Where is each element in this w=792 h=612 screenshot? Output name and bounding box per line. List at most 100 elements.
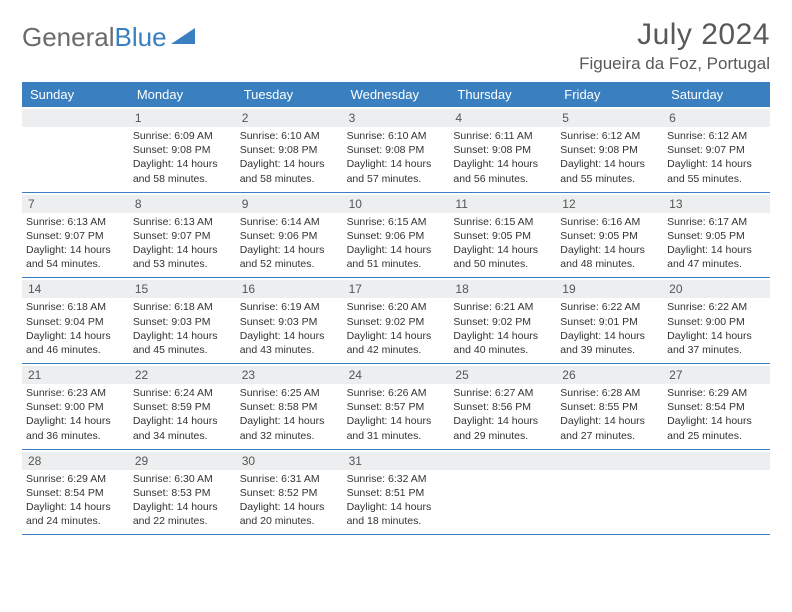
day-number: 20 [663, 280, 770, 298]
day-number: 3 [343, 109, 450, 127]
logo-text-1: General [22, 22, 115, 53]
sunrise-text: Sunrise: 6:12 AM [560, 129, 659, 143]
sunset-text: Sunset: 8:52 PM [240, 486, 339, 500]
day-number [22, 109, 129, 127]
day-info: Sunrise: 6:18 AMSunset: 9:04 PMDaylight:… [26, 300, 125, 357]
day-info: Sunrise: 6:11 AMSunset: 9:08 PMDaylight:… [453, 129, 552, 186]
day-number: 18 [449, 280, 556, 298]
day-info: Sunrise: 6:19 AMSunset: 9:03 PMDaylight:… [240, 300, 339, 357]
day-info: Sunrise: 6:14 AMSunset: 9:06 PMDaylight:… [240, 215, 339, 272]
day-cell [663, 450, 770, 535]
sunset-text: Sunset: 9:05 PM [560, 229, 659, 243]
day-cell: 21Sunrise: 6:23 AMSunset: 9:00 PMDayligh… [22, 364, 129, 449]
sunset-text: Sunset: 8:57 PM [347, 400, 446, 414]
sunrise-text: Sunrise: 6:10 AM [347, 129, 446, 143]
day-number: 26 [556, 366, 663, 384]
sunset-text: Sunset: 9:08 PM [240, 143, 339, 157]
day-info: Sunrise: 6:23 AMSunset: 9:00 PMDaylight:… [26, 386, 125, 443]
day-info: Sunrise: 6:29 AMSunset: 8:54 PMDaylight:… [667, 386, 766, 443]
sunrise-text: Sunrise: 6:31 AM [240, 472, 339, 486]
day-number: 31 [343, 452, 450, 470]
day-info: Sunrise: 6:12 AMSunset: 9:08 PMDaylight:… [560, 129, 659, 186]
daylight-text: Daylight: 14 hours and 55 minutes. [667, 157, 766, 185]
daylight-text: Daylight: 14 hours and 36 minutes. [26, 414, 125, 442]
day-cell: 7Sunrise: 6:13 AMSunset: 9:07 PMDaylight… [22, 193, 129, 278]
day-cell: 8Sunrise: 6:13 AMSunset: 9:07 PMDaylight… [129, 193, 236, 278]
daylight-text: Daylight: 14 hours and 51 minutes. [347, 243, 446, 271]
day-cell [556, 450, 663, 535]
day-number: 11 [449, 195, 556, 213]
day-cell: 28 Sunrise: 6:29 AMSunset: 8:54 PMDayligh… [22, 450, 129, 535]
sunrise-text: Sunrise: 6:17 AM [667, 215, 766, 229]
day-info: Sunrise: 6:21 AMSunset: 9:02 PMDaylight:… [453, 300, 552, 357]
day-cell: 31Sunrise: 6:32 AMSunset: 8:51 PMDayligh… [343, 450, 450, 535]
day-number: 15 [129, 280, 236, 298]
sunset-text: Sunset: 9:05 PM [453, 229, 552, 243]
day-cell: 17Sunrise: 6:20 AMSunset: 9:02 PMDayligh… [343, 278, 450, 363]
day-cell: 26Sunrise: 6:28 AMSunset: 8:55 PMDayligh… [556, 364, 663, 449]
sunset-text: Sunset: 8:51 PM [347, 486, 446, 500]
daylight-text: Daylight: 14 hours and 27 minutes. [560, 414, 659, 442]
day-cell: 2Sunrise: 6:10 AMSunset: 9:08 PMDaylight… [236, 107, 343, 192]
day-number: 25 [449, 366, 556, 384]
day-cell: 3Sunrise: 6:10 AMSunset: 9:08 PMDaylight… [343, 107, 450, 192]
sunset-text: Sunset: 9:03 PM [133, 315, 232, 329]
day-cell: 10Sunrise: 6:15 AMSunset: 9:06 PMDayligh… [343, 193, 450, 278]
day-number [663, 452, 770, 470]
sunset-text: Sunset: 8:53 PM [133, 486, 232, 500]
day-number: 24 [343, 366, 450, 384]
sunrise-text: Sunrise: 6:10 AM [240, 129, 339, 143]
sunset-text: Sunset: 9:08 PM [347, 143, 446, 157]
sunset-text: Sunset: 8:56 PM [453, 400, 552, 414]
day-cell [449, 450, 556, 535]
sunrise-text: Sunrise: 6:29 AM [667, 386, 766, 400]
sunset-text: Sunset: 9:06 PM [347, 229, 446, 243]
sunset-text: Sunset: 9:00 PM [667, 315, 766, 329]
day-number: 19 [556, 280, 663, 298]
day-cell: 27 Sunrise: 6:29 AMSunset: 8:54 PMDayligh… [663, 364, 770, 449]
daylight-text: Daylight: 14 hours and 52 minutes. [240, 243, 339, 271]
daylight-text: Daylight: 14 hours and 42 minutes. [347, 329, 446, 357]
day-number: 27 [663, 366, 770, 384]
sunset-text: Sunset: 9:08 PM [453, 143, 552, 157]
day-info: Sunrise: 6:16 AMSunset: 9:05 PMDaylight:… [560, 215, 659, 272]
sunrise-text: Sunrise: 6:14 AM [240, 215, 339, 229]
sunset-text: Sunset: 8:58 PM [240, 400, 339, 414]
day-info: Sunrise: 6:17 AMSunset: 9:05 PMDaylight:… [667, 215, 766, 272]
sunset-text: Sunset: 9:08 PM [560, 143, 659, 157]
day-number: 16 [236, 280, 343, 298]
sunset-text: Sunset: 9:07 PM [26, 229, 125, 243]
sunrise-text: Sunrise: 6:15 AM [453, 215, 552, 229]
daylight-text: Daylight: 14 hours and 32 minutes. [240, 414, 339, 442]
sunrise-text: Sunrise: 6:32 AM [347, 472, 446, 486]
sunrise-text: Sunrise: 6:21 AM [453, 300, 552, 314]
daylight-text: Daylight: 14 hours and 37 minutes. [667, 329, 766, 357]
sunrise-text: Sunrise: 6:16 AM [560, 215, 659, 229]
logo-text-2: Blue [115, 22, 167, 53]
day-header: Sunday [22, 82, 129, 107]
sunrise-text: Sunrise: 6:25 AM [240, 386, 339, 400]
day-info: Sunrise: 6:09 AMSunset: 9:08 PMDaylight:… [133, 129, 232, 186]
day-number: 13 [663, 195, 770, 213]
sunrise-text: Sunrise: 6:26 AM [347, 386, 446, 400]
day-cell: 4Sunrise: 6:11 AMSunset: 9:08 PMDaylight… [449, 107, 556, 192]
daylight-text: Daylight: 14 hours and 45 minutes. [133, 329, 232, 357]
day-cell: 5Sunrise: 6:12 AMSunset: 9:08 PMDaylight… [556, 107, 663, 192]
daylight-text: Daylight: 14 hours and 29 minutes. [453, 414, 552, 442]
daylight-text: Daylight: 14 hours and 24 minutes. [26, 500, 125, 528]
daylight-text: Daylight: 14 hours and 50 minutes. [453, 243, 552, 271]
sunrise-text: Sunrise: 6:13 AM [133, 215, 232, 229]
day-header: Wednesday [343, 82, 450, 107]
daylight-text: Daylight: 14 hours and 55 minutes. [560, 157, 659, 185]
day-info: Sunrise: 6:29 AMSunset: 8:54 PMDaylight:… [26, 472, 125, 529]
day-number [556, 452, 663, 470]
sunset-text: Sunset: 9:07 PM [133, 229, 232, 243]
day-number [449, 452, 556, 470]
day-cell: 24Sunrise: 6:26 AMSunset: 8:57 PMDayligh… [343, 364, 450, 449]
day-cell: 30Sunrise: 6:31 AMSunset: 8:52 PMDayligh… [236, 450, 343, 535]
daylight-text: Daylight: 14 hours and 56 minutes. [453, 157, 552, 185]
day-number: 28 [22, 452, 129, 470]
day-header: Thursday [449, 82, 556, 107]
sunrise-text: Sunrise: 6:29 AM [26, 472, 125, 486]
daylight-text: Daylight: 14 hours and 58 minutes. [240, 157, 339, 185]
